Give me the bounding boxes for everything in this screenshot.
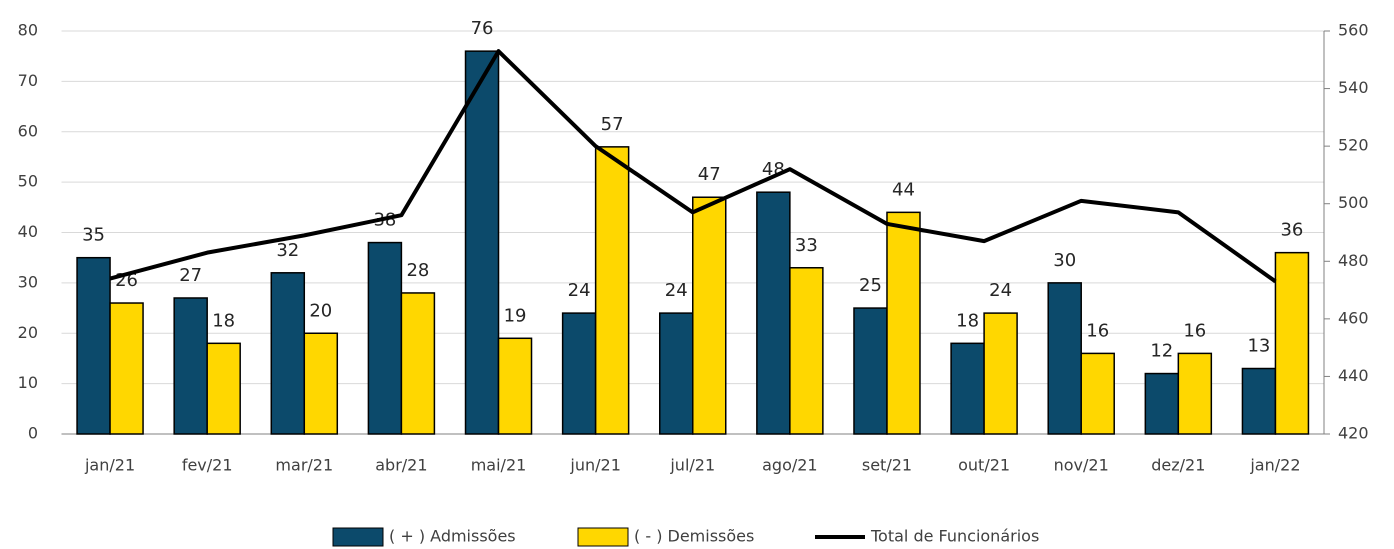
y-tick-label: 30	[18, 272, 38, 291]
x-tick-label: abr/21	[375, 456, 427, 475]
y-tick-label: 40	[18, 222, 38, 241]
data-label: 20	[309, 300, 332, 321]
data-label: 76	[471, 18, 494, 39]
y-tick-label: 20	[18, 323, 38, 342]
x-tick-label: jul/21	[669, 456, 715, 475]
bar	[789, 267, 824, 435]
data-label: 12	[1150, 341, 1173, 362]
bar	[886, 211, 921, 435]
legend-label: ( + ) Admissões	[389, 527, 516, 546]
bar	[1241, 367, 1277, 435]
legend-label: ( - ) Demissões	[634, 527, 754, 546]
data-label: 30	[1053, 250, 1076, 271]
bar	[400, 292, 436, 435]
data-label: 35	[82, 225, 105, 246]
bar	[1177, 352, 1213, 435]
y2-tick-label: 500	[1338, 193, 1369, 212]
legend-label: Total de Funcionários	[870, 527, 1039, 546]
data-label: 47	[698, 164, 721, 185]
data-label: 32	[276, 240, 299, 261]
data-label: 24	[665, 280, 688, 301]
bar	[367, 241, 403, 435]
bar	[497, 337, 533, 435]
bar	[464, 50, 500, 435]
data-label: 28	[406, 260, 429, 281]
y2-tick-label: 460	[1338, 308, 1369, 327]
bar	[206, 342, 241, 435]
data-label: 19	[504, 305, 527, 326]
x-tick-label: ago/21	[762, 456, 818, 475]
bar	[950, 342, 985, 435]
bar	[1080, 352, 1115, 435]
bar	[1144, 372, 1180, 435]
data-label: 24	[568, 280, 591, 301]
data-label: 16	[1183, 320, 1206, 341]
data-label: 18	[956, 310, 979, 331]
y-tick-label: 10	[18, 373, 38, 392]
data-label: 16	[1086, 320, 1109, 341]
y2-tick-label: 560	[1338, 21, 1369, 40]
legend-swatch	[332, 527, 384, 547]
x-tick-label: jan/21	[84, 456, 135, 475]
y2-tick-label: 540	[1338, 78, 1369, 97]
x-tick-label: mai/21	[471, 456, 527, 475]
bar	[561, 312, 597, 435]
y2-tick-label: 520	[1338, 136, 1369, 155]
y-tick-label: 70	[18, 71, 38, 90]
bar	[303, 332, 339, 435]
x-tick-label: fev/21	[182, 456, 233, 475]
x-tick-label: nov/21	[1054, 456, 1109, 475]
bar	[1274, 251, 1310, 435]
data-label: 27	[179, 265, 202, 286]
bar	[76, 256, 111, 435]
bar	[853, 307, 888, 435]
line	[109, 49, 1277, 284]
bar	[173, 297, 208, 435]
bar	[109, 302, 144, 435]
bar	[983, 312, 1018, 435]
data-label: 44	[892, 179, 915, 200]
y2-tick-label: 420	[1338, 424, 1369, 443]
y-tick-label: 60	[18, 121, 38, 140]
bar	[594, 146, 630, 435]
bar	[756, 191, 791, 435]
data-label: 57	[601, 114, 624, 135]
x-tick-label: out/21	[958, 456, 1010, 475]
data-label: 36	[1280, 220, 1303, 241]
data-label: 24	[989, 280, 1012, 301]
bar	[659, 312, 694, 435]
legend-swatch	[577, 527, 629, 547]
x-tick-label: dez/21	[1151, 456, 1205, 475]
bar	[270, 272, 306, 435]
y-tick-label: 50	[18, 172, 38, 191]
bar	[1047, 282, 1082, 435]
x-tick-label: jun/21	[569, 456, 620, 475]
data-label: 33	[795, 235, 818, 256]
data-label: 13	[1247, 336, 1270, 357]
y-tick-label: 80	[18, 21, 38, 40]
y-tick-label: 0	[28, 424, 38, 443]
data-label: 18	[212, 310, 235, 331]
x-tick-label: set/21	[862, 456, 912, 475]
x-tick-label: mar/21	[275, 456, 333, 475]
y2-tick-label: 440	[1338, 366, 1369, 385]
x-tick-label: jan/22	[1249, 456, 1300, 475]
data-label: 25	[859, 275, 882, 296]
y2-tick-label: 480	[1338, 251, 1369, 270]
bar	[692, 196, 727, 435]
